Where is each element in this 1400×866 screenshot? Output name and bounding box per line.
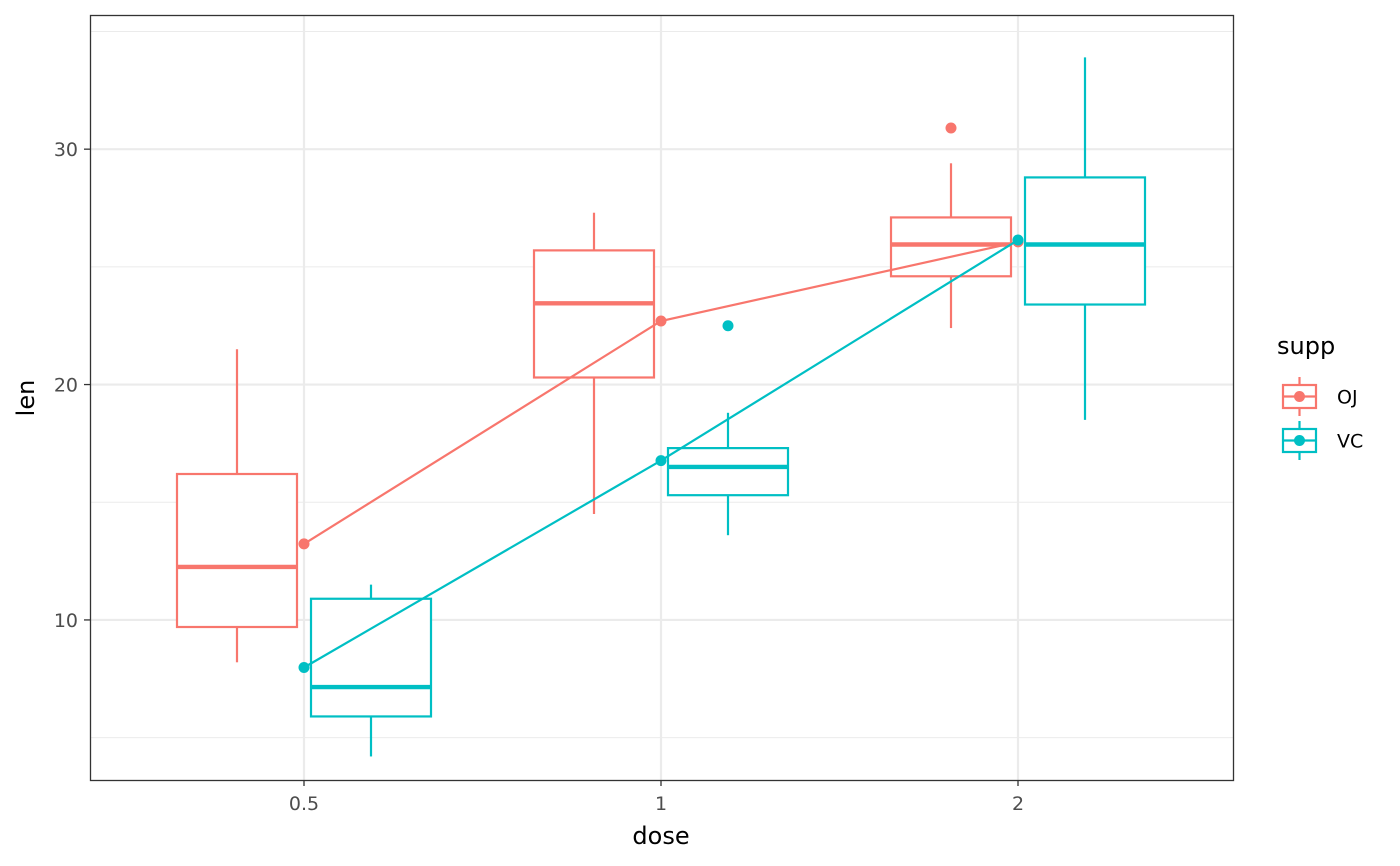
mean-point-oj xyxy=(655,315,667,327)
x-tick-label: 2 xyxy=(1012,793,1024,815)
box xyxy=(309,597,433,718)
y-tick-label: 20 xyxy=(54,375,78,397)
legend-key-oj xyxy=(1281,377,1318,416)
mean-point-oj xyxy=(298,538,310,550)
box xyxy=(1023,176,1147,306)
boxplot-vc-2 xyxy=(1023,57,1147,420)
legend-title: supp xyxy=(1277,332,1335,360)
outlier-point xyxy=(722,320,734,332)
mean-point-vc xyxy=(1012,234,1024,246)
y-tick-label: 10 xyxy=(54,610,78,632)
x-tick-label: 1 xyxy=(655,793,667,815)
outlier-point xyxy=(945,122,957,134)
legend-label-vc: VC xyxy=(1337,431,1363,453)
legend-key-vc xyxy=(1281,421,1318,460)
boxplot-vc-1 xyxy=(666,320,790,536)
boxplot-oj-1 xyxy=(532,212,656,515)
mean-lines xyxy=(298,234,1024,673)
axes: 10 20 30 0.5 1 2 xyxy=(54,139,1024,815)
y-axis-title: len xyxy=(12,380,40,417)
boxplots xyxy=(175,57,1147,757)
boxplot-vc-0.5 xyxy=(309,584,433,757)
box xyxy=(175,472,299,629)
box xyxy=(666,447,790,497)
boxplot-oj-0.5 xyxy=(175,349,299,663)
legend: supp OJ VC xyxy=(1277,332,1363,460)
x-axis-title: dose xyxy=(632,822,689,850)
legend-label-oj: OJ xyxy=(1337,387,1358,409)
panel-border xyxy=(89,14,1235,782)
mean-point-vc xyxy=(655,455,667,467)
box xyxy=(532,249,656,379)
y-tick-label: 30 xyxy=(54,139,78,161)
legend-key-point xyxy=(1294,391,1305,402)
mean-point-vc xyxy=(298,661,310,673)
x-tick-label: 0.5 xyxy=(289,793,319,815)
legend-key-point xyxy=(1294,435,1305,446)
